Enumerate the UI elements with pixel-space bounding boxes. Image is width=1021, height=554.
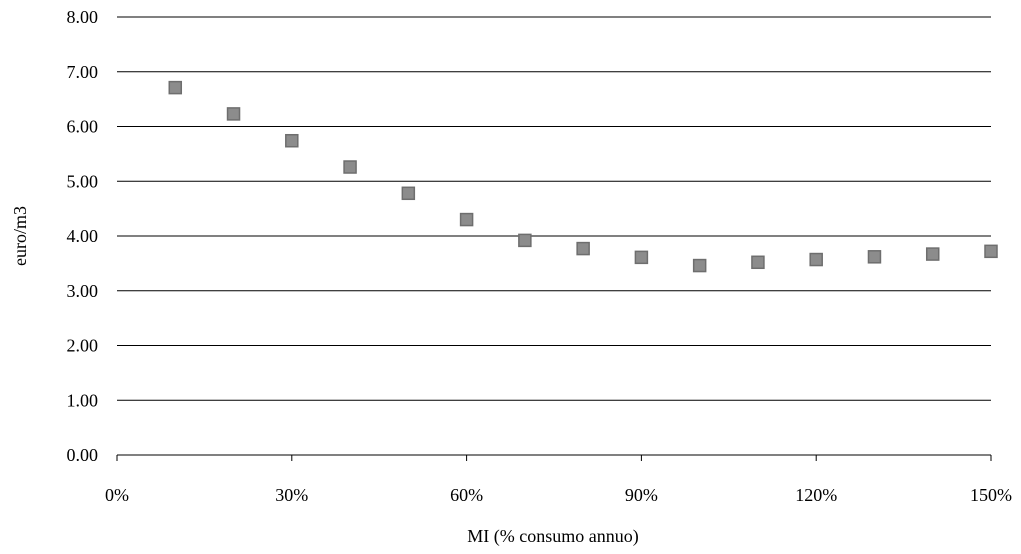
- gridlines: [117, 16, 991, 401]
- y-tick-label: 6.00: [67, 117, 99, 137]
- data-point: [634, 250, 649, 265]
- x-axis-title: MI (% consumo annuo): [467, 526, 638, 547]
- data-point: [518, 233, 532, 248]
- data-point: [226, 107, 241, 121]
- y-tick-label: 2.00: [67, 336, 99, 356]
- data-point: [285, 133, 299, 148]
- y-axis-ticks: 0.00 1.00 2.00 3.00 4.00 5.00 6.00 7.00 8.00: [67, 7, 99, 465]
- y-tick-label: 7.00: [67, 62, 99, 82]
- data-point: [576, 241, 590, 256]
- x-tick-label: 120%: [795, 485, 837, 505]
- y-axis-title: euro/m3: [10, 206, 30, 266]
- y-tick-label: 0.00: [67, 445, 99, 465]
- y-tick-label: 3.00: [67, 281, 99, 301]
- y-tick-label: 8.00: [67, 7, 99, 27]
- y-tick-label: 5.00: [67, 171, 99, 191]
- data-point: [925, 247, 940, 261]
- data-point: [459, 212, 474, 227]
- x-tick-label: 150%: [970, 485, 1012, 505]
- data-points: [168, 80, 998, 273]
- data-point: [751, 255, 765, 270]
- data-point: [809, 252, 823, 267]
- data-point: [168, 80, 183, 95]
- x-axis: 0% 30% 60% 90% 120% 150%: [105, 454, 1012, 505]
- data-point: [343, 160, 357, 174]
- x-tick-label: 30%: [275, 485, 308, 505]
- data-point: [867, 250, 882, 264]
- data-point: [984, 244, 998, 259]
- data-point: [692, 258, 707, 273]
- x-tick-label: 60%: [450, 485, 483, 505]
- data-point: [401, 186, 416, 201]
- y-tick-label: 4.00: [67, 226, 99, 246]
- x-tick-label: 90%: [625, 485, 658, 505]
- x-tick-label: 0%: [105, 485, 129, 505]
- y-tick-label: 1.00: [67, 390, 99, 410]
